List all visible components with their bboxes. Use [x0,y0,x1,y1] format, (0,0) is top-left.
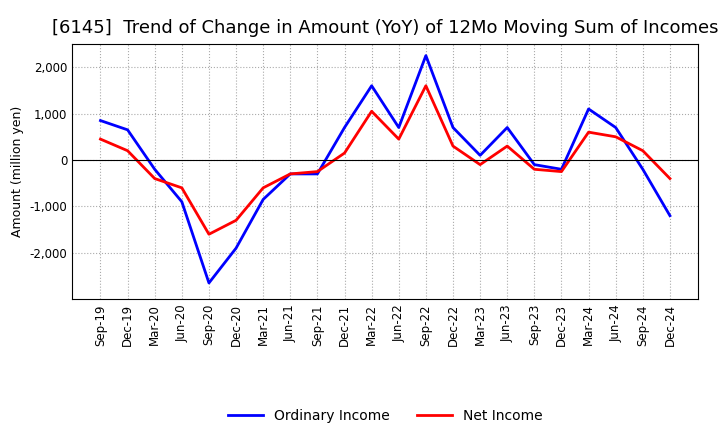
Ordinary Income [96,118,105,123]
Net Income [259,185,268,191]
Net Income [150,176,159,181]
Line: Ordinary Income: Ordinary Income [101,55,670,283]
Ordinary Income [584,106,593,112]
Net Income [503,143,511,149]
Net Income [178,185,186,191]
Y-axis label: Amount (million yen): Amount (million yen) [11,106,24,237]
Ordinary Income [313,171,322,176]
Net Income [421,83,430,88]
Ordinary Income [232,246,240,251]
Ordinary Income [178,199,186,205]
Title: [6145]  Trend of Change in Amount (YoY) of 12Mo Moving Sum of Incomes: [6145] Trend of Change in Amount (YoY) o… [52,19,719,37]
Ordinary Income [530,162,539,167]
Net Income [476,162,485,167]
Net Income [232,218,240,223]
Ordinary Income [259,197,268,202]
Ordinary Income [639,167,647,172]
Ordinary Income [503,125,511,130]
Net Income [204,231,213,237]
Net Income [449,143,457,149]
Ordinary Income [449,125,457,130]
Net Income [123,148,132,154]
Net Income [665,176,674,181]
Ordinary Income [341,125,349,130]
Ordinary Income [367,83,376,88]
Legend: Ordinary Income, Net Income: Ordinary Income, Net Income [222,403,548,428]
Ordinary Income [611,125,620,130]
Ordinary Income [421,53,430,58]
Net Income [367,109,376,114]
Net Income [530,167,539,172]
Net Income [611,134,620,139]
Line: Net Income: Net Income [101,86,670,234]
Ordinary Income [150,167,159,172]
Ordinary Income [286,171,294,176]
Ordinary Income [123,127,132,132]
Ordinary Income [557,167,566,172]
Ordinary Income [204,280,213,286]
Net Income [341,150,349,156]
Net Income [286,171,294,176]
Net Income [557,169,566,174]
Net Income [313,169,322,174]
Net Income [96,136,105,142]
Net Income [395,136,403,142]
Ordinary Income [665,213,674,218]
Net Income [584,129,593,135]
Ordinary Income [395,125,403,130]
Ordinary Income [476,153,485,158]
Net Income [639,148,647,154]
